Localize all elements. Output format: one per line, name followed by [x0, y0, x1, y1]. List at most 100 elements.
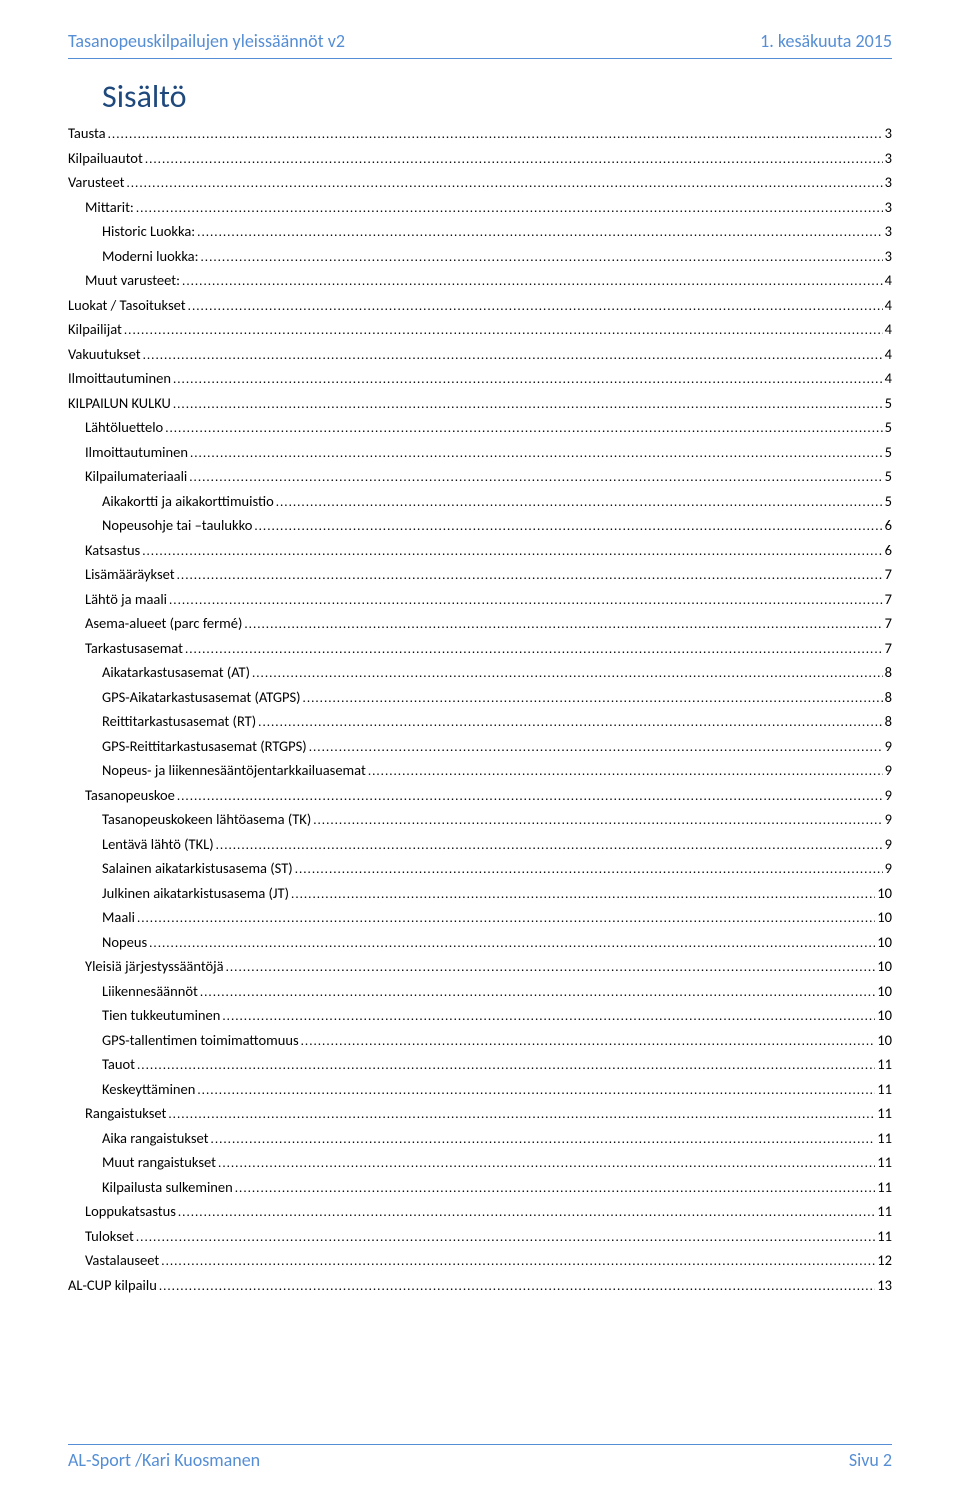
toc-row: Tasanopeuskokeen lähtöasema (TK)9 [102, 808, 892, 833]
toc-label: AL-CUP kilpailu [68, 1274, 157, 1297]
toc-row: GPS-Reittitarkastusasemat (RTGPS)9 [102, 735, 892, 760]
toc-row: Vakuutukset4 [68, 343, 892, 368]
toc-leader-dots [189, 467, 882, 490]
toc-row: Ilmoittautuminen5 [85, 441, 892, 466]
toc-label: Lisämääräykset [85, 563, 175, 586]
toc-page-number: 10 [877, 980, 892, 1003]
toc-page-number: 5 [885, 465, 892, 488]
toc-label: Aika rangaistukset [102, 1127, 209, 1150]
toc-leader-dots [368, 761, 883, 784]
toc-label: Tauot [102, 1053, 135, 1076]
toc-page-number: 8 [885, 710, 892, 733]
toc-page-number: 11 [877, 1127, 892, 1150]
toc-page-number: 6 [885, 514, 892, 537]
toc-row: AL-CUP kilpailu 13 [68, 1274, 892, 1299]
toc-leader-dots [197, 1080, 875, 1103]
toc-page-number: 4 [885, 294, 892, 317]
toc-row: Aika rangaistukset 11 [102, 1127, 892, 1152]
toc-leader-dots [178, 1202, 875, 1225]
toc-label: Lähtö ja maali [85, 588, 167, 611]
toc-row: Tauot11 [102, 1053, 892, 1078]
toc-leader-dots [188, 296, 883, 319]
toc-leader-dots [254, 516, 882, 539]
toc-row: Asema-alueet (parc fermé)7 [85, 612, 892, 637]
toc-row: Historic Luokka:3 [102, 220, 892, 245]
toc-leader-dots [165, 418, 882, 441]
toc-leader-dots [216, 835, 883, 858]
toc-row: Keskeyttäminen 11 [102, 1078, 892, 1103]
toc-label: Tasanopeuskoe [85, 784, 175, 807]
toc-row: Tulokset11 [85, 1225, 892, 1250]
page-header: Tasanopeuskilpailujen yleissäännöt v2 1.… [68, 30, 892, 59]
toc-label: Tulokset [85, 1225, 134, 1248]
toc-row: Maali10 [102, 906, 892, 931]
toc-page-number: 3 [885, 220, 892, 243]
toc-label: Yleisiä järjestyssääntöjä [85, 955, 224, 978]
toc-label: Kilpailijat [68, 318, 122, 341]
toc-row: Kilpailumateriaali5 [85, 465, 892, 490]
toc-page-number: 8 [885, 661, 892, 684]
toc-leader-dots [149, 933, 875, 956]
toc-label: Nopeusohje tai –taulukko [102, 514, 252, 537]
toc-row: GPS-Aikatarkastusasemat (ATGPS)8 [102, 686, 892, 711]
toc-row: Katsastus6 [85, 539, 892, 564]
toc-page-number: 10 [877, 931, 892, 954]
toc-row: Muut rangaistukset11 [102, 1151, 892, 1176]
toc-leader-dots [201, 247, 883, 270]
toc-page-number: 8 [885, 686, 892, 709]
toc-row: Tien tukkeutuminen10 [102, 1004, 892, 1029]
toc-leader-dots [226, 957, 876, 980]
toc-row: Nopeus- ja liikennesääntöjentarkkailuase… [102, 759, 892, 784]
toc-page-number: 5 [885, 416, 892, 439]
toc-label: Keskeyttäminen [102, 1078, 195, 1101]
toc-page-number: 5 [885, 392, 892, 415]
toc-label: Aikatarkastusasemat (AT) [102, 661, 250, 684]
toc-label: Maali [102, 906, 135, 929]
toc-page-number: 10 [877, 955, 892, 978]
toc-leader-dots [222, 1006, 875, 1029]
toc-label: Nopeus [102, 931, 147, 954]
toc-leader-dots [136, 1227, 875, 1250]
toc-row: Lentävä lähtö (TKL)9 [102, 833, 892, 858]
toc-label: Ilmoittautuminen [68, 367, 171, 390]
toc-page-number: 10 [877, 1029, 892, 1052]
header-right: 1. kesäkuuta 2015 [760, 30, 892, 52]
toc-leader-dots [108, 124, 883, 147]
toc-page-number: 11 [877, 1078, 892, 1101]
toc-label: Muut rangaistukset [102, 1151, 216, 1174]
toc-page-number: 13 [877, 1274, 892, 1297]
toc-label: Tausta [68, 122, 106, 145]
toc-label: Reittitarkastusasemat (RT) [102, 710, 256, 733]
toc-label: Nopeus- ja liikennesääntöjentarkkailuase… [102, 759, 366, 782]
toc-page-number: 3 [885, 122, 892, 145]
toc-label: GPS-Reittitarkastusasemat (RTGPS) [102, 735, 307, 758]
toc-leader-dots [137, 1055, 875, 1078]
toc-leader-dots [136, 198, 883, 221]
toc-label: Julkinen aikatarkistusasema (JT) [102, 882, 289, 905]
toc-leader-dots [124, 320, 883, 343]
toc-label: Katsastus [85, 539, 140, 562]
toc-label: Rangaistukset [85, 1102, 166, 1125]
toc-row: Kilpailuautot3 [68, 147, 892, 172]
toc-label: Mittarit: [85, 196, 134, 219]
toc-label: Tarkastusasemat [85, 637, 183, 660]
toc-page-number: 7 [885, 563, 892, 586]
toc-leader-dots [252, 663, 883, 686]
toc-leader-dots [258, 712, 882, 735]
toc-label: Luokat / Tasoitukset [68, 294, 186, 317]
toc-leader-dots [177, 565, 883, 588]
toc-leader-dots [159, 1276, 875, 1299]
toc-row: Moderni luokka:3 [102, 245, 892, 270]
toc-row: Varusteet3 [68, 171, 892, 196]
toc-leader-dots [142, 541, 882, 564]
toc-leader-dots [218, 1153, 875, 1176]
toc-row: Liikennesäännöt10 [102, 980, 892, 1005]
toc-row: KILPAILUN KULKU5 [68, 392, 892, 417]
toc-leader-dots [197, 222, 882, 245]
toc-page-number: 7 [885, 588, 892, 611]
toc-leader-dots [211, 1129, 876, 1152]
toc-row: Luokat / Tasoitukset 4 [68, 294, 892, 319]
page: Tasanopeuskilpailujen yleissäännöt v2 1.… [0, 0, 960, 1491]
toc-page-number: 11 [877, 1176, 892, 1199]
footer-right: Sivu 2 [849, 1449, 892, 1471]
